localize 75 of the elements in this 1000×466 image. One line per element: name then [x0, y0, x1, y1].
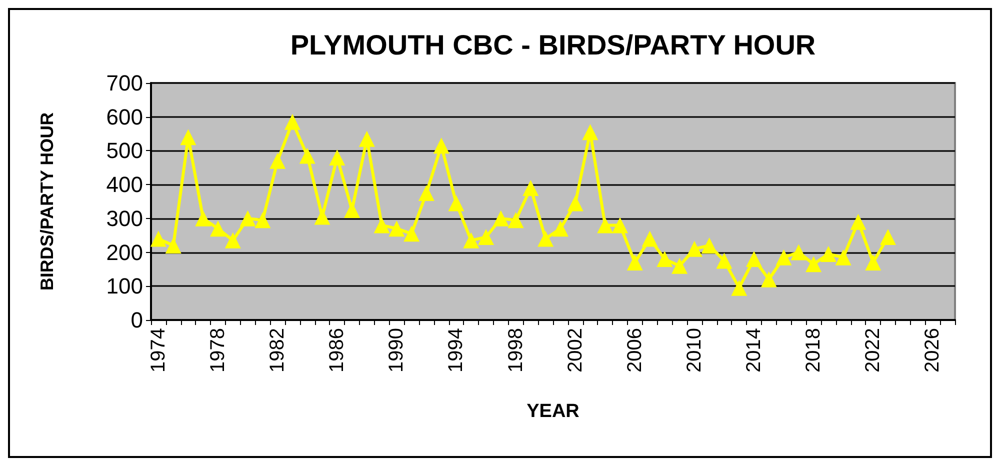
point — [240, 210, 256, 226]
chart-title: PLYMOUTH CBC - BIRDS/PARTY HOUR — [290, 30, 816, 60]
point — [492, 210, 509, 226]
point — [835, 249, 852, 266]
x-tick-label: 1978 — [207, 328, 229, 372]
point — [433, 138, 450, 154]
point — [850, 214, 866, 230]
x-tick-label: 1990 — [386, 328, 408, 372]
point — [165, 238, 182, 254]
point — [806, 256, 822, 272]
x-tick-label: 1994 — [445, 328, 468, 372]
point — [760, 271, 777, 288]
point — [344, 202, 360, 218]
point — [626, 254, 643, 270]
point — [716, 252, 732, 269]
point — [567, 195, 584, 212]
point — [314, 208, 330, 225]
point — [254, 212, 271, 228]
point — [642, 230, 658, 247]
y-tick-label: 200 — [106, 240, 143, 265]
y-tick-label: 300 — [106, 206, 143, 231]
point — [672, 258, 688, 274]
point — [418, 185, 434, 202]
point — [865, 254, 882, 270]
point — [404, 226, 420, 242]
point — [388, 220, 405, 237]
point — [776, 249, 792, 266]
point — [329, 149, 346, 166]
x-tick-label: 1998 — [504, 328, 527, 372]
point — [582, 124, 598, 140]
point — [463, 232, 480, 248]
x-tick-label: 2026 — [922, 328, 944, 372]
y-tick-label: 400 — [106, 172, 143, 198]
point — [270, 152, 286, 169]
x-tick-label: 1982 — [266, 328, 289, 372]
point — [478, 229, 494, 246]
point — [299, 148, 316, 164]
y-axis-title: BIRDS/PARTY HOUR — [37, 112, 57, 291]
x-tick-label: 2014 — [743, 328, 765, 372]
point — [180, 129, 196, 146]
point — [612, 217, 628, 234]
x-tick-label: 2018 — [802, 328, 825, 372]
point — [210, 220, 226, 237]
point — [195, 210, 212, 226]
point — [374, 217, 390, 234]
x-tick-label: 1974 — [147, 328, 170, 372]
point — [701, 238, 718, 254]
point — [538, 230, 554, 247]
point — [508, 212, 524, 228]
point — [880, 229, 896, 246]
y-tick-label: 100 — [106, 274, 143, 299]
y-tick-label: 0 — [130, 308, 143, 332]
point — [597, 217, 614, 234]
y-tick-label: 600 — [106, 104, 143, 130]
point — [790, 244, 807, 260]
y-tick-label: 700 — [106, 70, 143, 96]
x-tick-label: 2002 — [564, 328, 586, 372]
x-tick-label: 2022 — [862, 328, 884, 372]
x-axis-title: YEAR — [526, 401, 580, 422]
point — [731, 280, 748, 296]
point — [284, 114, 300, 130]
x-tick-label: 1986 — [326, 328, 348, 372]
point — [746, 251, 762, 268]
x-tick-label: 2010 — [683, 328, 706, 372]
y-tick-label: 500 — [106, 138, 143, 164]
point — [522, 180, 539, 196]
point — [224, 232, 241, 248]
point — [656, 251, 673, 268]
point — [448, 195, 464, 212]
point — [150, 230, 166, 247]
x-tick-label: 2006 — [624, 328, 646, 372]
point — [820, 246, 836, 262]
point — [686, 240, 702, 257]
point — [358, 130, 375, 147]
point — [552, 220, 568, 237]
